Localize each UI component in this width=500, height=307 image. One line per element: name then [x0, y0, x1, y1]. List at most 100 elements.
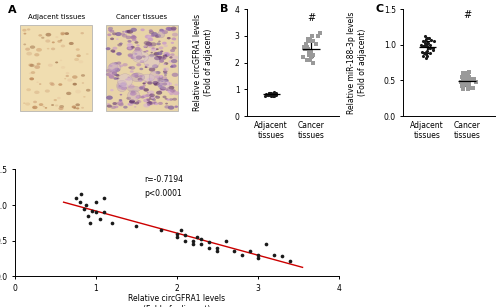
Circle shape: [168, 86, 174, 90]
Circle shape: [170, 66, 173, 68]
Point: [464, 84, 472, 89]
Point: [206, 245, 214, 250]
Circle shape: [139, 80, 142, 82]
Circle shape: [135, 97, 138, 99]
Bar: [20, 25, 92, 111]
Circle shape: [145, 35, 151, 39]
Circle shape: [158, 102, 163, 105]
Point: [316, 31, 324, 36]
Circle shape: [145, 94, 150, 97]
Circle shape: [119, 42, 122, 45]
Point: [266, 92, 274, 97]
Point: [267, 94, 275, 99]
Circle shape: [162, 30, 168, 34]
Circle shape: [130, 91, 136, 95]
Circle shape: [112, 47, 117, 50]
Point: [470, 85, 478, 90]
Circle shape: [168, 60, 172, 63]
Circle shape: [166, 89, 168, 91]
Circle shape: [156, 71, 160, 74]
Circle shape: [124, 30, 128, 33]
Circle shape: [138, 100, 140, 102]
Circle shape: [74, 107, 76, 109]
Point: [265, 91, 273, 96]
Circle shape: [24, 44, 26, 45]
Circle shape: [152, 47, 155, 49]
Circle shape: [147, 104, 150, 106]
Circle shape: [112, 32, 116, 35]
Point: [278, 254, 286, 259]
Circle shape: [30, 64, 35, 67]
Circle shape: [160, 86, 166, 90]
Circle shape: [152, 81, 158, 84]
Circle shape: [130, 56, 135, 59]
Point: [246, 249, 254, 254]
Circle shape: [116, 52, 122, 56]
Circle shape: [118, 102, 121, 103]
Point: [464, 87, 472, 91]
Circle shape: [130, 70, 134, 73]
Circle shape: [148, 35, 152, 38]
Point: [422, 44, 430, 49]
Circle shape: [159, 90, 162, 92]
Point: [92, 210, 100, 215]
Circle shape: [150, 48, 158, 52]
Circle shape: [120, 94, 122, 95]
Point: [465, 82, 473, 87]
Circle shape: [30, 45, 35, 49]
Circle shape: [116, 74, 119, 77]
Circle shape: [134, 102, 140, 104]
Point: [458, 78, 466, 83]
Point: [266, 92, 274, 97]
Circle shape: [108, 29, 112, 31]
Circle shape: [58, 83, 62, 86]
Circle shape: [142, 95, 147, 98]
Circle shape: [156, 42, 161, 45]
Point: [198, 242, 205, 247]
Circle shape: [160, 29, 165, 33]
Circle shape: [57, 97, 60, 99]
Circle shape: [136, 95, 141, 99]
Circle shape: [64, 32, 69, 35]
Point: [309, 60, 317, 65]
Point: [72, 196, 80, 200]
Point: [430, 39, 438, 44]
Circle shape: [154, 64, 158, 67]
Point: [272, 93, 280, 98]
Circle shape: [118, 99, 122, 101]
Point: [264, 92, 272, 97]
Circle shape: [159, 60, 164, 63]
Point: [264, 93, 272, 98]
Circle shape: [143, 99, 149, 102]
Ellipse shape: [109, 63, 118, 71]
Circle shape: [106, 69, 112, 73]
Circle shape: [76, 103, 80, 106]
Circle shape: [170, 90, 174, 92]
Point: [173, 235, 181, 239]
Circle shape: [147, 81, 152, 85]
Point: [464, 72, 472, 77]
Point: [193, 235, 201, 239]
Circle shape: [28, 64, 33, 67]
Point: [418, 39, 426, 44]
Circle shape: [162, 83, 167, 86]
Point: [189, 242, 197, 247]
Circle shape: [128, 47, 131, 49]
Circle shape: [60, 32, 65, 35]
Point: [424, 35, 432, 40]
Point: [265, 91, 273, 96]
Circle shape: [134, 49, 138, 52]
Circle shape: [112, 71, 117, 75]
Circle shape: [146, 50, 148, 52]
Circle shape: [173, 91, 180, 95]
Circle shape: [41, 37, 44, 39]
Circle shape: [149, 96, 155, 100]
Circle shape: [81, 107, 84, 109]
Circle shape: [172, 33, 178, 37]
Circle shape: [76, 48, 80, 51]
Circle shape: [80, 32, 84, 34]
Circle shape: [151, 32, 158, 36]
Circle shape: [125, 30, 130, 33]
Point: [460, 80, 468, 84]
Circle shape: [172, 37, 176, 40]
